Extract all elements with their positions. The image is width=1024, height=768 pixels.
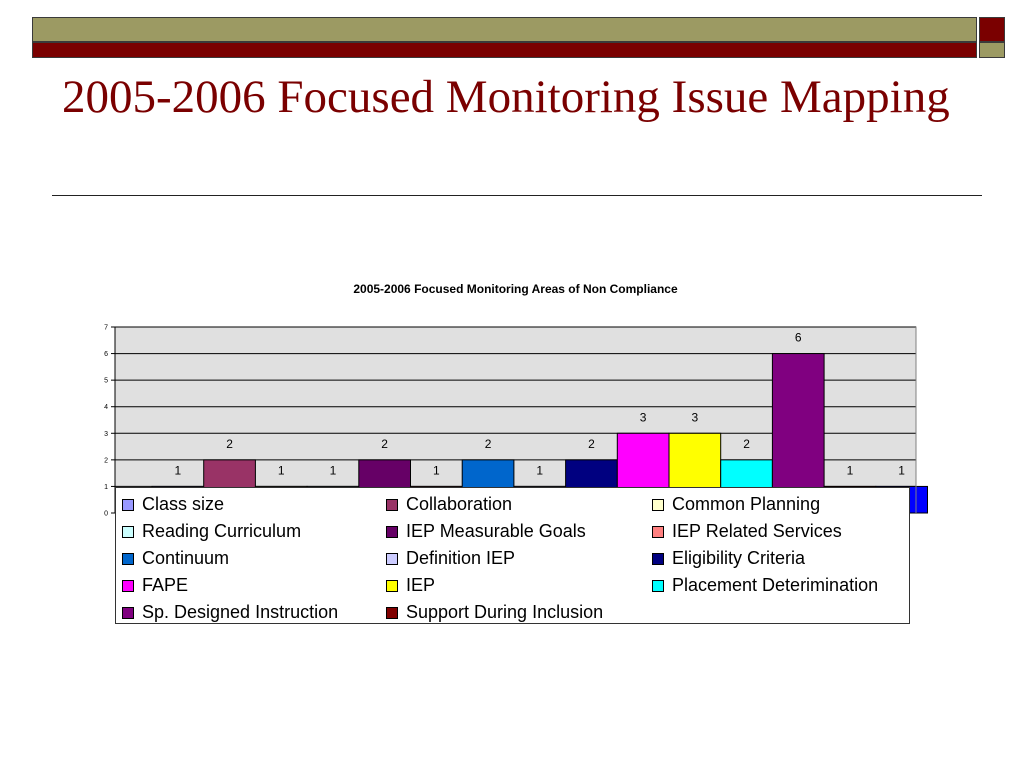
legend-item: Eligibility Criteria	[652, 545, 909, 572]
y-tick-label: 7	[104, 325, 108, 332]
legend-swatch	[386, 552, 398, 565]
legend-swatch	[652, 525, 664, 538]
legend-label: FAPE	[142, 575, 189, 595]
data-label: 3	[640, 410, 647, 424]
data-label: 1	[847, 463, 854, 477]
data-label: 2	[588, 437, 595, 451]
legend-swatch	[652, 552, 664, 565]
legend-item: Placement Deterimination	[652, 572, 909, 599]
legend-swatch	[386, 606, 398, 619]
legend-swatch	[122, 552, 134, 565]
data-label: 1	[536, 463, 543, 477]
legend-swatch	[386, 525, 398, 538]
y-tick-label: 4	[104, 404, 108, 411]
legend-label: Definition IEP	[406, 548, 516, 568]
legend-item: Continuum	[122, 545, 386, 572]
legend-swatch	[122, 579, 134, 592]
y-tick-label: 3	[104, 431, 108, 438]
data-label: 1	[330, 463, 337, 477]
data-label: 1	[175, 463, 182, 477]
legend-swatch	[386, 498, 398, 511]
legend-item: Support During Inclusion	[386, 599, 652, 626]
header-bar-maroon	[32, 42, 977, 58]
header-bar-olive	[32, 17, 977, 42]
legend-label: Class size	[142, 494, 225, 514]
title-divider	[52, 195, 982, 196]
legend-item: IEP Measurable Goals	[386, 518, 652, 545]
legend-item: Reading Curriculum	[122, 518, 386, 545]
bar	[771, 353, 825, 514]
legend-item: Definition IEP	[386, 545, 652, 572]
data-label: 3	[692, 410, 699, 424]
legend-item: Class size	[122, 491, 386, 518]
y-tick-label: 6	[104, 351, 108, 358]
legend-label: IEP	[406, 575, 436, 595]
legend-label: Reading Curriculum	[142, 521, 302, 541]
legend-swatch	[386, 579, 398, 592]
legend-swatch	[652, 579, 664, 592]
legend-label: Continuum	[142, 548, 230, 568]
legend-item: IEP Related Services	[652, 518, 909, 545]
legend-label: Common Planning	[672, 494, 821, 514]
legend-swatch	[122, 498, 134, 511]
data-label: 2	[226, 437, 233, 451]
header-square-maroon	[979, 17, 1005, 42]
legend-item: Common Planning	[652, 491, 909, 518]
legend-label: IEP Measurable Goals	[406, 521, 586, 541]
legend-item: Collaboration	[386, 491, 652, 518]
data-label: 6	[795, 331, 802, 345]
legend-swatch	[652, 498, 664, 511]
legend-label: Eligibility Criteria	[672, 548, 806, 568]
slide-title: 2005-2006 Focused Monitoring Issue Mappi…	[62, 71, 950, 123]
legend-item: FAPE	[122, 572, 386, 599]
legend-label: Placement Deterimination	[672, 575, 879, 595]
data-label: 2	[485, 437, 492, 451]
y-tick-label: 2	[104, 457, 108, 464]
legend-label: Collaboration	[406, 494, 513, 514]
y-tick-label: 1	[104, 484, 108, 491]
legend-item: Sp. Designed Instruction	[122, 599, 386, 626]
data-label: 1	[898, 463, 905, 477]
legend-swatch	[122, 606, 134, 619]
chart-legend: Class size Collaboration Common Planning Re…	[115, 487, 910, 624]
legend-label: IEP Related Services	[672, 521, 842, 541]
legend-item: IEP	[386, 572, 652, 599]
chart-title: 2005-2006 Focused Monitoring Areas of No…	[353, 282, 678, 296]
data-label: 1	[433, 463, 440, 477]
y-tick-label: 0	[104, 511, 108, 518]
data-label: 2	[381, 437, 388, 451]
legend-label: Sp. Designed Instruction	[142, 602, 339, 622]
data-label: 2	[743, 437, 750, 451]
data-label: 1	[278, 463, 285, 477]
y-tick-label: 5	[104, 378, 108, 385]
legend-label: Support During Inclusion	[406, 602, 604, 622]
header-square-olive	[979, 42, 1005, 58]
legend-swatch	[122, 525, 134, 538]
